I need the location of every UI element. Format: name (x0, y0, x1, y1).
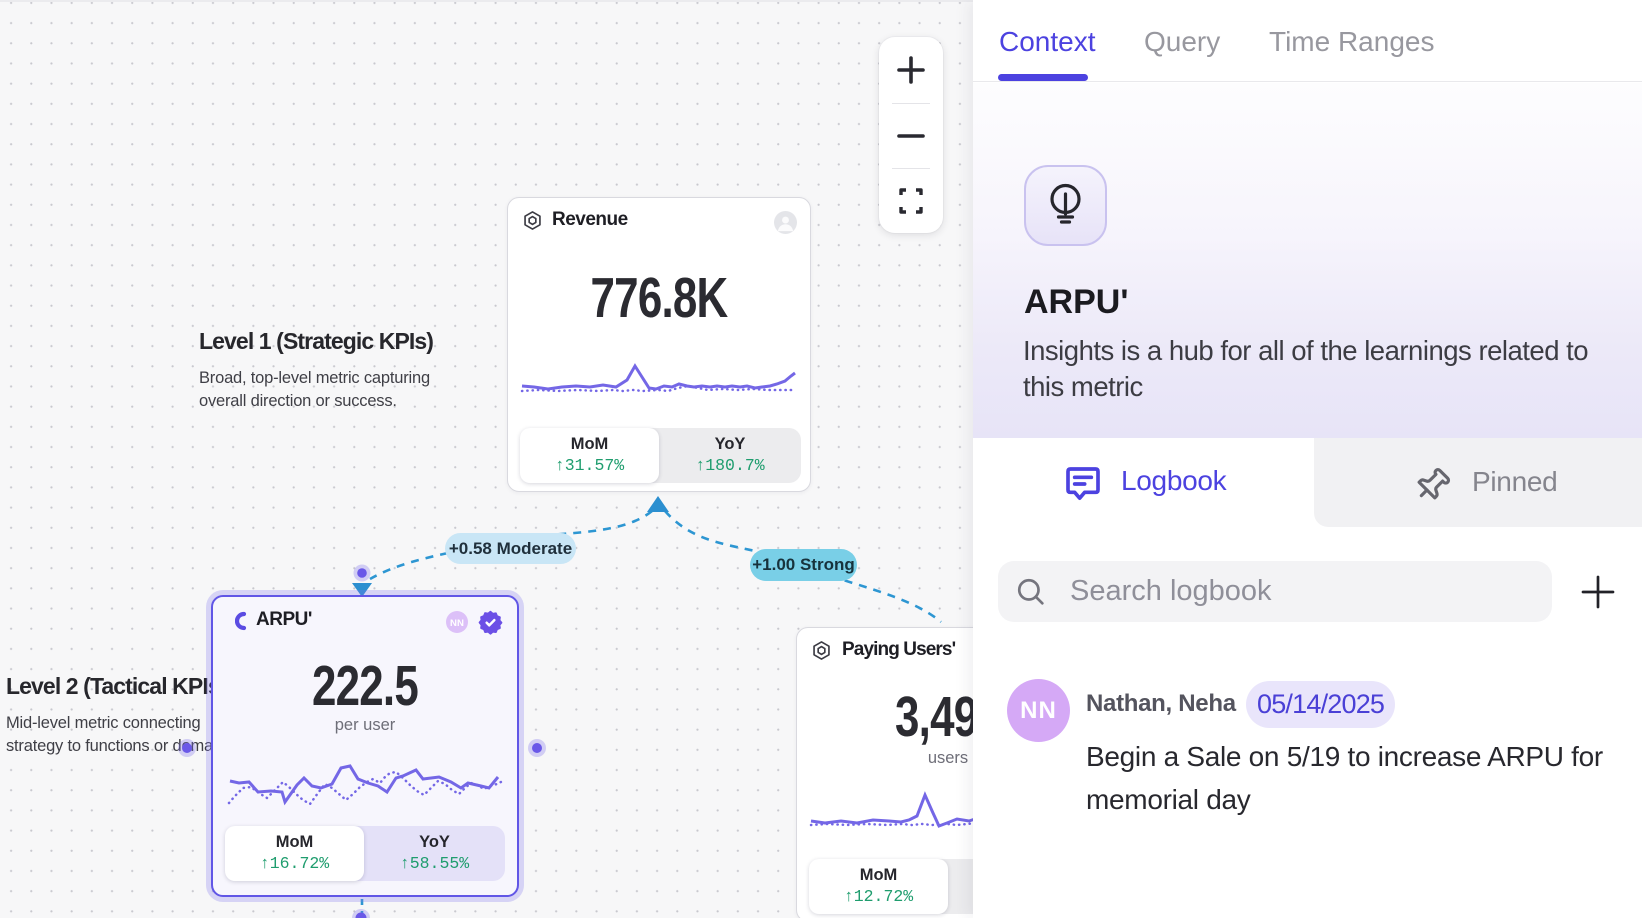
svg-text:NN: NN (450, 618, 464, 629)
